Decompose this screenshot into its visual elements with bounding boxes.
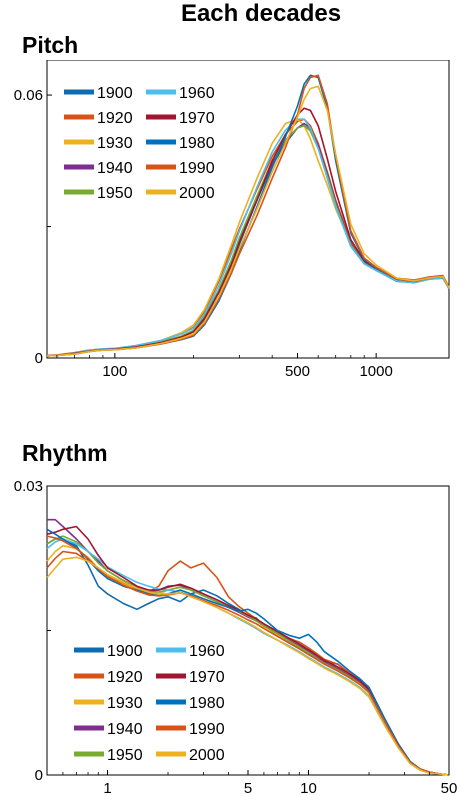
series-line-2000 bbox=[46, 85, 450, 357]
plot-frame bbox=[46, 60, 450, 359]
y-tick-label: 0.03 bbox=[14, 478, 43, 495]
series-line-1960 bbox=[46, 118, 450, 357]
series-line-1920 bbox=[46, 118, 450, 357]
y-tick-label: 0 bbox=[35, 350, 43, 367]
legend-label-1920: 1920 bbox=[97, 110, 133, 127]
series-line-1920 bbox=[46, 550, 450, 776]
legend-label-1960: 1960 bbox=[179, 85, 215, 102]
rhythm-chart: 1 5 10 50 0 0.03 1900 1920 1930 1940 1950 1960 1970 1… bbox=[14, 478, 458, 796]
rhythm-panel-title: Rhythm bbox=[22, 440, 108, 466]
legend-label-1930: 1930 bbox=[107, 695, 143, 712]
legend-label-1930: 1930 bbox=[97, 135, 133, 152]
legend-label-1990: 1990 bbox=[179, 160, 215, 177]
legend-label-1900: 1900 bbox=[97, 85, 133, 102]
series-line-1990 bbox=[46, 535, 450, 776]
legend-label-1990: 1990 bbox=[189, 721, 225, 738]
legend-label-1940: 1940 bbox=[107, 721, 143, 738]
y-tick-label: 0 bbox=[35, 767, 43, 784]
legend-label-1970: 1970 bbox=[179, 110, 215, 127]
x-tick-label: 50 bbox=[441, 780, 458, 796]
legend-label-1950: 1950 bbox=[107, 747, 143, 764]
x-tick-label: 500 bbox=[285, 363, 310, 380]
y-tick-label: 0.06 bbox=[14, 87, 43, 104]
x-tick-label: 5 bbox=[244, 780, 252, 796]
legend-label-1970: 1970 bbox=[189, 669, 225, 686]
legend-label-1940: 1940 bbox=[97, 160, 133, 177]
series-line-1930 bbox=[46, 544, 450, 776]
pitch-chart: 100 500 1000 0 0.06 1900 1920 1930 1940 1950 1960 1… bbox=[14, 60, 450, 380]
x-tick-label: 1000 bbox=[359, 363, 392, 380]
legend-label-2000: 2000 bbox=[189, 747, 225, 764]
legend-label-1900: 1900 bbox=[107, 643, 143, 660]
x-tick-label: 10 bbox=[300, 780, 317, 796]
legend-label-1960: 1960 bbox=[189, 643, 225, 660]
legend-label-1980: 1980 bbox=[189, 695, 225, 712]
legend-label-1980: 1980 bbox=[179, 135, 215, 152]
legend-label-1920: 1920 bbox=[107, 669, 143, 686]
series-line-1940 bbox=[46, 122, 450, 357]
x-tick-label: 100 bbox=[102, 363, 127, 380]
series-line-1930 bbox=[46, 118, 450, 357]
series-line-2000 bbox=[46, 556, 450, 776]
x-tick-label: 1 bbox=[103, 780, 111, 796]
legend-label-1950: 1950 bbox=[97, 185, 133, 202]
pitch-panel-title: Pitch bbox=[22, 32, 79, 58]
legend-label-2000: 2000 bbox=[179, 185, 215, 202]
series-line-1980 bbox=[46, 528, 450, 776]
figure-title: Each decades bbox=[180, 0, 342, 27]
